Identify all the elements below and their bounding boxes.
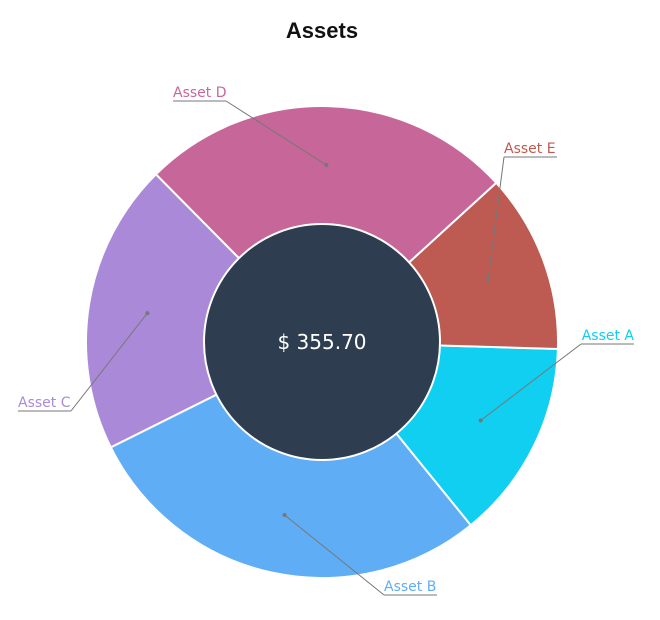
leader-line-asset-e <box>487 156 505 281</box>
leader-line-asset-c <box>70 312 148 412</box>
label-leaders: Asset A Asset B Asset C Asset D Asset E <box>18 85 635 596</box>
leader-line-asset-d <box>225 100 327 166</box>
center-total-label: $ 355.70 <box>277 330 366 354</box>
leader-line-asset-a <box>480 343 582 421</box>
slice-label-asset-b: Asset B <box>384 579 436 595</box>
slice-asset-b[interactable] <box>109 340 473 580</box>
chart-title: Assets <box>286 18 358 43</box>
slice-label-asset-d: Asset D <box>173 85 227 101</box>
slice-label-asset-c: Asset C <box>18 395 71 411</box>
center-disc <box>203 223 441 461</box>
slice-label-asset-a: Asset A <box>582 328 635 344</box>
leader-line-asset-b <box>284 514 385 596</box>
slice-asset-c[interactable] <box>85 172 324 449</box>
slice-label-asset-e: Asset E <box>504 141 556 157</box>
